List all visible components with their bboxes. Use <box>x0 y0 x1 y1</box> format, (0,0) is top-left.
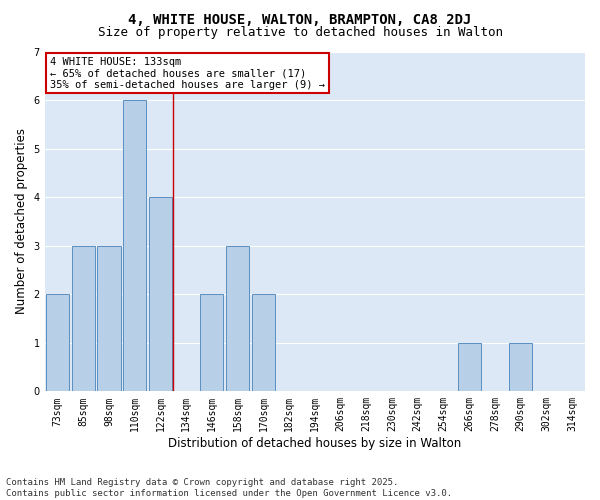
Bar <box>123 100 146 392</box>
Text: Size of property relative to detached houses in Walton: Size of property relative to detached ho… <box>97 26 503 39</box>
Bar <box>71 246 95 392</box>
Bar <box>252 294 275 392</box>
Bar <box>46 294 69 392</box>
Bar <box>149 197 172 392</box>
Bar <box>509 343 532 392</box>
Bar <box>226 246 249 392</box>
Bar <box>97 246 121 392</box>
X-axis label: Distribution of detached houses by size in Walton: Distribution of detached houses by size … <box>168 437 461 450</box>
Text: Contains HM Land Registry data © Crown copyright and database right 2025.
Contai: Contains HM Land Registry data © Crown c… <box>6 478 452 498</box>
Bar <box>200 294 223 392</box>
Y-axis label: Number of detached properties: Number of detached properties <box>15 128 28 314</box>
Text: 4 WHITE HOUSE: 133sqm
← 65% of detached houses are smaller (17)
35% of semi-deta: 4 WHITE HOUSE: 133sqm ← 65% of detached … <box>50 56 325 90</box>
Bar <box>458 343 481 392</box>
Text: 4, WHITE HOUSE, WALTON, BRAMPTON, CA8 2DJ: 4, WHITE HOUSE, WALTON, BRAMPTON, CA8 2D… <box>128 12 472 26</box>
